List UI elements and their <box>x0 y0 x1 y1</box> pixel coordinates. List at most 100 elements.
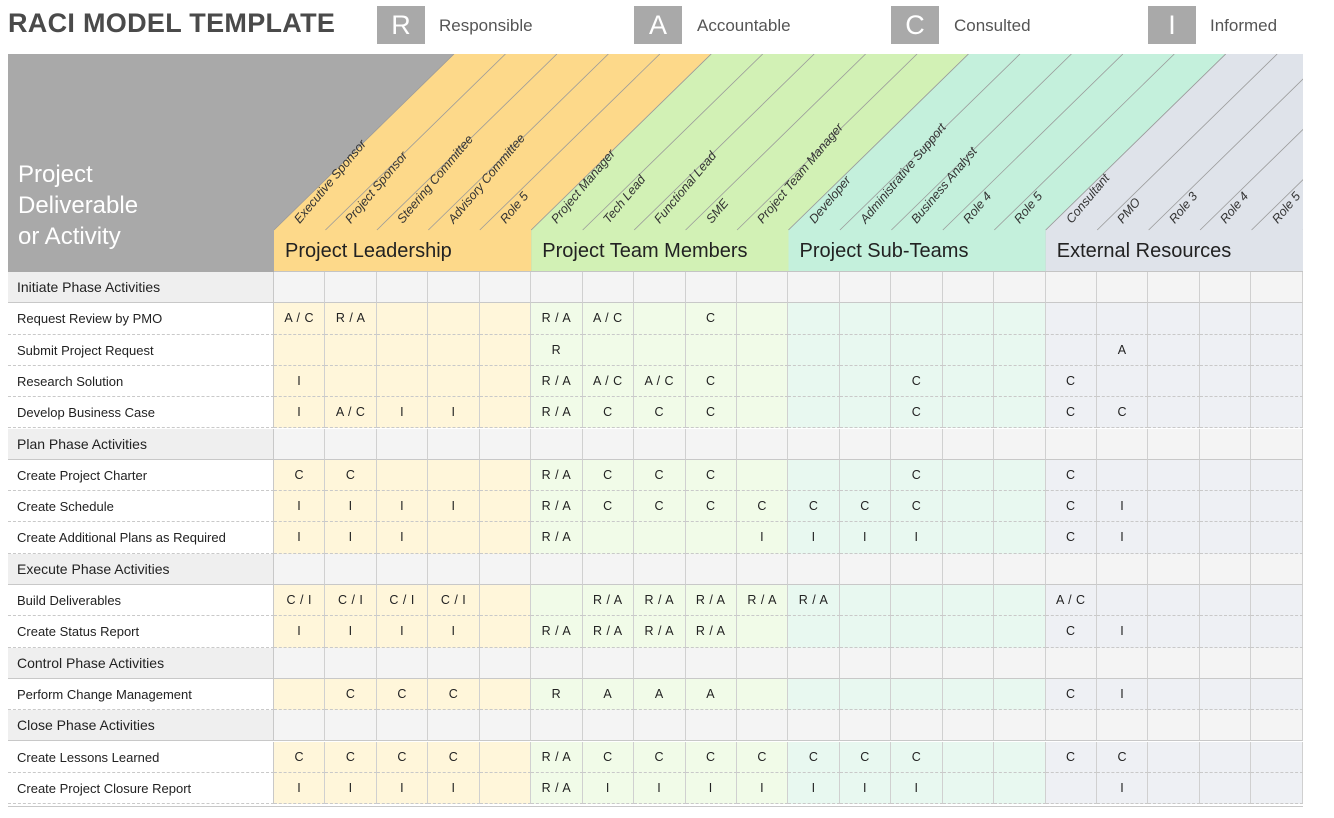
raci-cell[interactable]: C <box>891 365 943 398</box>
raci-cell[interactable] <box>1148 272 1200 304</box>
raci-cell[interactable]: I <box>1097 772 1149 805</box>
raci-cell[interactable] <box>1045 272 1097 304</box>
raci-cell[interactable] <box>531 272 583 304</box>
raci-cell[interactable] <box>942 365 995 398</box>
raci-cell[interactable] <box>634 272 686 304</box>
raci-cell[interactable]: C <box>582 397 635 429</box>
raci-cell[interactable] <box>1199 365 1252 398</box>
raci-cell[interactable] <box>428 459 480 492</box>
raci-cell[interactable] <box>994 491 1046 523</box>
raci-cell[interactable] <box>1199 491 1252 523</box>
raci-cell[interactable] <box>1199 553 1252 585</box>
raci-cell[interactable] <box>788 553 840 585</box>
raci-cell[interactable]: I <box>376 491 429 523</box>
raci-cell[interactable]: C <box>891 397 943 429</box>
raci-cell[interactable]: C <box>582 741 635 773</box>
raci-cell[interactable]: C <box>788 491 840 523</box>
raci-cell[interactable] <box>531 585 583 617</box>
raci-cell[interactable] <box>531 647 583 679</box>
raci-cell[interactable]: C / I <box>376 585 429 617</box>
raci-cell[interactable]: I <box>788 772 840 805</box>
raci-cell[interactable] <box>479 772 532 805</box>
raci-cell[interactable] <box>994 272 1046 304</box>
raci-cell[interactable]: A <box>685 678 737 711</box>
raci-cell[interactable]: I <box>428 491 480 523</box>
raci-cell[interactable] <box>891 428 943 460</box>
raci-cell[interactable] <box>891 616 943 648</box>
raci-cell[interactable] <box>1148 553 1200 585</box>
raci-cell[interactable] <box>839 647 892 679</box>
raci-cell[interactable] <box>788 334 840 366</box>
raci-cell[interactable]: R / A <box>736 585 789 617</box>
raci-cell[interactable] <box>428 522 480 554</box>
raci-cell[interactable] <box>839 585 892 617</box>
raci-cell[interactable] <box>1199 741 1252 773</box>
raci-cell[interactable] <box>479 272 532 304</box>
raci-cell[interactable]: C <box>325 678 377 711</box>
raci-cell[interactable] <box>839 365 892 398</box>
raci-cell[interactable] <box>1251 459 1303 492</box>
raci-cell[interactable] <box>942 334 995 366</box>
raci-cell[interactable] <box>891 334 943 366</box>
raci-cell[interactable]: I <box>685 772 737 805</box>
raci-cell[interactable] <box>479 334 532 366</box>
raci-cell[interactable] <box>788 303 840 335</box>
raci-cell[interactable] <box>942 710 995 742</box>
raci-cell[interactable] <box>1045 710 1097 742</box>
raci-cell[interactable]: C <box>839 491 892 523</box>
raci-cell[interactable] <box>1148 303 1200 335</box>
raci-cell[interactable]: I <box>325 491 377 523</box>
raci-cell[interactable] <box>479 459 532 492</box>
raci-cell[interactable]: C <box>1097 741 1149 773</box>
raci-cell[interactable] <box>891 303 943 335</box>
raci-cell[interactable] <box>736 365 789 398</box>
raci-cell[interactable] <box>1045 647 1097 679</box>
raci-cell[interactable] <box>994 303 1046 335</box>
raci-cell[interactable] <box>274 428 326 460</box>
raci-cell[interactable] <box>942 616 995 648</box>
raci-cell[interactable]: A / C <box>274 303 326 335</box>
raci-cell[interactable]: C <box>1045 365 1097 398</box>
raci-cell[interactable]: I <box>1097 491 1149 523</box>
raci-cell[interactable] <box>1097 459 1149 492</box>
raci-cell[interactable]: I <box>274 616 326 648</box>
raci-cell[interactable] <box>479 491 532 523</box>
raci-cell[interactable]: I <box>274 397 326 429</box>
raci-cell[interactable] <box>788 710 840 742</box>
raci-cell[interactable]: I <box>736 522 789 554</box>
raci-cell[interactable] <box>1199 616 1252 648</box>
raci-cell[interactable] <box>1199 334 1252 366</box>
raci-cell[interactable] <box>376 553 429 585</box>
raci-cell[interactable]: C <box>685 741 737 773</box>
raci-cell[interactable]: A <box>582 678 635 711</box>
raci-cell[interactable]: C <box>736 491 789 523</box>
raci-cell[interactable] <box>942 459 995 492</box>
raci-cell[interactable] <box>994 334 1046 366</box>
raci-cell[interactable] <box>1199 710 1252 742</box>
raci-cell[interactable] <box>942 585 995 617</box>
raci-cell[interactable]: C <box>685 365 737 398</box>
raci-cell[interactable] <box>634 428 686 460</box>
raci-cell[interactable]: I <box>274 772 326 805</box>
raci-cell[interactable] <box>376 272 429 304</box>
raci-cell[interactable] <box>1097 303 1149 335</box>
raci-cell[interactable] <box>1251 334 1303 366</box>
raci-cell[interactable] <box>1199 428 1252 460</box>
raci-cell[interactable] <box>736 428 789 460</box>
raci-cell[interactable] <box>942 741 995 773</box>
raci-cell[interactable]: C <box>839 741 892 773</box>
raci-cell[interactable] <box>839 616 892 648</box>
raci-cell[interactable]: C / I <box>274 585 326 617</box>
raci-cell[interactable] <box>994 553 1046 585</box>
raci-cell[interactable] <box>1148 616 1200 648</box>
raci-cell[interactable]: C <box>1045 741 1097 773</box>
raci-cell[interactable]: R / A <box>531 397 583 429</box>
raci-cell[interactable] <box>582 272 635 304</box>
raci-cell[interactable] <box>736 678 789 711</box>
raci-cell[interactable] <box>325 428 377 460</box>
raci-cell[interactable] <box>942 678 995 711</box>
raci-cell[interactable] <box>891 585 943 617</box>
raci-cell[interactable] <box>1199 397 1252 429</box>
raci-cell[interactable] <box>788 459 840 492</box>
raci-cell[interactable] <box>685 710 737 742</box>
